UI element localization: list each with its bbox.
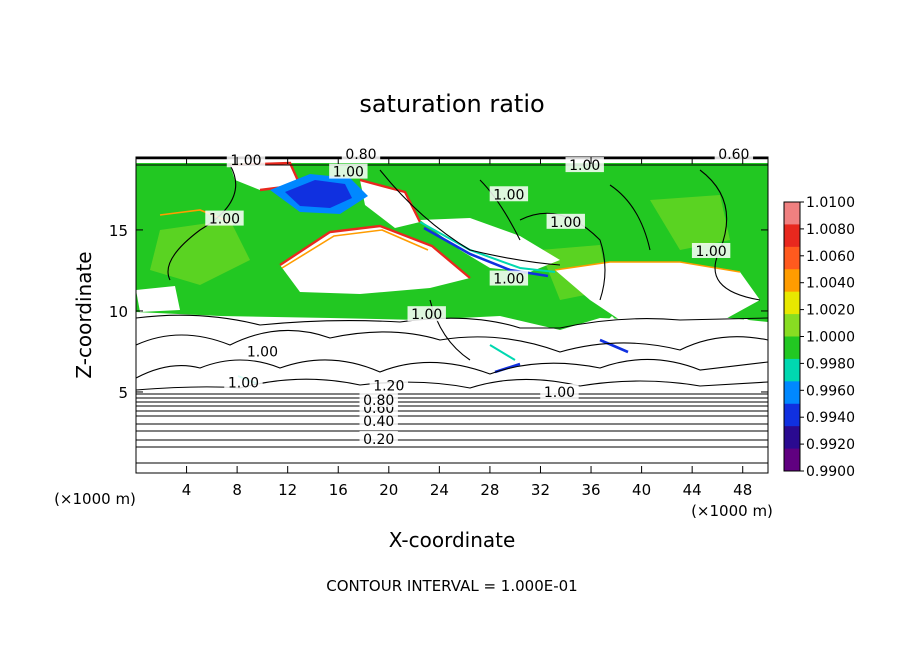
contour-label: 1.00 bbox=[333, 165, 364, 181]
colorbar-label: 1.0040 bbox=[806, 276, 855, 292]
x-tick-label: 40 bbox=[632, 481, 651, 499]
contour-label: 1.00 bbox=[493, 272, 524, 288]
colorbar-swatch bbox=[784, 246, 800, 270]
contour-interval-note: CONTOUR INTERVAL = 1.000E-01 bbox=[326, 577, 577, 595]
contour-label-bg bbox=[565, 157, 604, 173]
contour-label-bg bbox=[226, 152, 266, 168]
x-tick-label: 24 bbox=[430, 481, 449, 499]
x-axis-unit-left: (×1000 m) bbox=[54, 490, 136, 508]
contour-label: 1.00 bbox=[411, 307, 442, 323]
contour-label: 1.20 bbox=[373, 378, 404, 394]
contour-label: 0.60 bbox=[718, 147, 749, 163]
contour-label: 1.00 bbox=[228, 375, 259, 391]
contour-label-bg bbox=[489, 270, 529, 286]
y-axis-ticks: 5 10 15 bbox=[109, 222, 768, 402]
chart-title: saturation ratio bbox=[359, 90, 544, 118]
contour-label-bg bbox=[369, 377, 408, 393]
contour-label-bg bbox=[341, 145, 381, 161]
colorbar-swatch bbox=[784, 381, 800, 405]
x-tick-label: 16 bbox=[329, 481, 348, 499]
contour-label-bg bbox=[407, 306, 446, 322]
x-tick-label: 28 bbox=[480, 481, 499, 499]
colorbar-label: 1.0020 bbox=[806, 303, 855, 319]
colorbar-swatch bbox=[784, 426, 800, 450]
contour-label-bg bbox=[714, 145, 754, 161]
colorbar-label: 0.9960 bbox=[806, 383, 855, 399]
contour-label: 0.20 bbox=[363, 432, 394, 448]
colorbar-swatch bbox=[784, 358, 800, 382]
contour-label: 1.00 bbox=[230, 153, 261, 169]
colorbar-label: 0.9940 bbox=[806, 410, 855, 426]
contour-label-bg bbox=[329, 163, 368, 179]
colorbar-label: 1.0100 bbox=[806, 195, 855, 211]
contour-label-bg bbox=[359, 413, 398, 429]
contour-label-bg bbox=[540, 383, 579, 399]
colorbar-swatch bbox=[784, 336, 800, 360]
y-tick-label: 10 bbox=[109, 303, 128, 321]
colorbar-label: 1.0060 bbox=[806, 249, 855, 265]
x-tick-label: 32 bbox=[531, 481, 550, 499]
contour-label: 0.80 bbox=[345, 147, 376, 163]
contour-label-bg bbox=[359, 430, 398, 446]
cloud-white-3 bbox=[555, 262, 760, 330]
colorbar-label: 0.9900 bbox=[806, 464, 855, 480]
contour-label-bg bbox=[243, 343, 282, 359]
x-axis-label: X-coordinate bbox=[389, 528, 516, 552]
colorbar-swatch bbox=[784, 314, 800, 337]
x-axis-unit-right: (×1000 m) bbox=[691, 502, 773, 520]
x-tick-label: 8 bbox=[232, 481, 242, 499]
colorbar-swatch bbox=[784, 224, 800, 248]
y-axis-label: Z-coordinate bbox=[72, 251, 96, 378]
colorbar-label: 0.9920 bbox=[806, 437, 855, 453]
cloud-white-lower bbox=[136, 312, 768, 400]
x-tick-label: 4 bbox=[182, 481, 192, 499]
contour-label: 1.00 bbox=[493, 187, 524, 203]
contour-label: 1.00 bbox=[569, 158, 600, 174]
contour-label-bg bbox=[205, 210, 244, 226]
field-darkblue-patch bbox=[285, 180, 352, 208]
plot-area: 0.200.400.600.801.201.001.001.001.001.00… bbox=[135, 145, 769, 474]
colorbar-label: 1.0000 bbox=[806, 330, 855, 346]
contour-label-layer: 0.200.400.600.801.201.001.001.001.001.00… bbox=[205, 145, 754, 448]
x-tick-label: 48 bbox=[733, 481, 752, 499]
x-axis-ticks: 4 8 12 16 20 24 28 32 36 40 44 48 bbox=[182, 157, 752, 499]
cloud-white-2 bbox=[420, 218, 560, 272]
cloud-white-5 bbox=[136, 286, 180, 312]
contour-label-bg bbox=[546, 213, 585, 229]
plot-frame bbox=[135, 156, 769, 474]
cloud-white-4 bbox=[230, 163, 420, 228]
x-tick-label: 20 bbox=[379, 481, 398, 499]
colorbar-swatch bbox=[784, 448, 800, 472]
contour-label-bg bbox=[489, 186, 529, 202]
contour-label-bg bbox=[359, 392, 398, 408]
colorbar-swatch bbox=[784, 202, 800, 225]
colorbar-swatch bbox=[784, 291, 800, 315]
x-tick-label: 12 bbox=[278, 481, 297, 499]
colorbar-label: 0.9980 bbox=[806, 356, 855, 372]
contour-label: 1.00 bbox=[544, 385, 575, 401]
x-tick-label: 36 bbox=[581, 481, 600, 499]
colorbar-swatch bbox=[784, 403, 800, 427]
y-tick-label: 5 bbox=[118, 384, 128, 402]
contour-lines bbox=[136, 157, 768, 464]
y-tick-label: 15 bbox=[109, 222, 128, 240]
contour-label-bg bbox=[224, 374, 263, 390]
colorbar-label: 1.0080 bbox=[806, 222, 855, 238]
x-tick-label: 44 bbox=[683, 481, 702, 499]
colorbar-swatch bbox=[784, 269, 800, 293]
contour-label: 0.80 bbox=[363, 393, 394, 409]
contour-label: 1.00 bbox=[247, 344, 278, 360]
contour-label: 1.00 bbox=[696, 244, 727, 260]
colorbar: 1.0100 1.0080 1.0060 1.0040 1.0020 1.0000 0.99… bbox=[783, 195, 855, 480]
contour-label: 1.00 bbox=[550, 215, 581, 231]
contour-label: 1.00 bbox=[209, 212, 240, 228]
contour-label-bg bbox=[691, 242, 731, 258]
contour-label: 0.40 bbox=[363, 414, 394, 430]
